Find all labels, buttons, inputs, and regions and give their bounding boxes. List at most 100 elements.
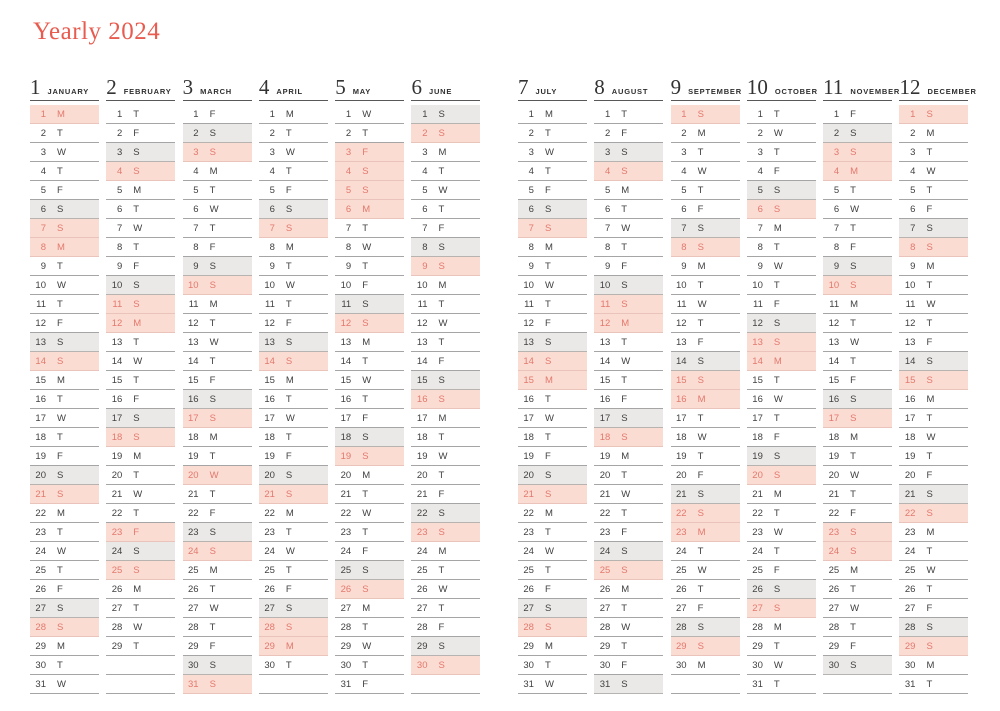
day-letter: T [697,279,704,291]
day-number: 29 [416,640,428,652]
day-number: 13 [188,336,199,348]
day-row: 18 M [823,428,893,447]
day-letter: T [621,374,628,386]
day-letter: S [57,336,64,348]
day-number: 19 [675,450,687,462]
day-number: 10 [416,279,428,291]
day-number: 6 [528,203,534,215]
day-number: 24 [188,545,199,557]
day-letter: M [438,412,447,424]
month-header: 1 JANUARY [30,75,99,101]
day-number: 5 [117,184,123,196]
day-number: 22 [188,507,199,519]
day-row: 14 T [823,352,893,371]
day-number: 6 [604,203,611,215]
day-row: 28 S [30,618,99,637]
day-number: 27 [35,602,46,614]
day-number: 29 [188,640,199,652]
day-letter: F [697,203,704,215]
day-letter: T [438,298,445,310]
day-number: 11 [417,298,428,310]
day-letter: T [438,564,445,576]
day-row: 13 S [30,333,99,352]
day-number: 10 [675,279,687,291]
day-row: 26 M [106,580,176,599]
day-letter: M [773,355,782,367]
day-number: 25 [675,564,687,576]
day-letter: M [926,393,935,405]
day-letter: T [57,659,63,671]
day-letter: T [773,678,780,690]
day-letter: S [209,146,216,158]
day-number: 13 [264,336,275,348]
day-letter: T [133,640,140,652]
day-number: 27 [264,602,275,614]
day-number: 4 [681,165,687,177]
day-number: 24 [416,545,428,557]
day-number: 17 [828,412,840,424]
day-row: 27 W [823,599,893,618]
day-number: 3 [528,146,534,158]
day-row: 20 S [746,466,816,485]
day-number: 4 [193,165,199,177]
day-number: 5 [269,184,275,196]
day-letter: M [621,450,630,462]
day-number: 15 [904,374,916,386]
day-number: 20 [675,469,687,481]
day-row: 14 W [106,352,176,371]
day-number: 5 [528,184,534,196]
day-letter: F [544,583,551,595]
day-letter: T [209,317,216,329]
day-row: 20 T [594,466,664,485]
day-row: 11 T [30,295,99,314]
day-number: 9 [40,260,46,272]
day-letter: M [773,222,782,234]
day-row: 21 S [517,485,587,504]
day-number: 17 [752,412,763,424]
day-number: 4 [117,165,123,177]
day-letter: T [621,203,628,215]
day-letter: S [285,488,293,500]
day-letter: M [133,583,142,595]
day-row: 25 M [823,561,893,580]
day-row: 15 M [30,371,99,390]
day-number: 18 [675,431,687,443]
day-row: 18 S [594,428,664,447]
day-row: 11 S [335,295,405,314]
day-number: 23 [416,526,428,538]
day-letter: T [438,431,445,443]
day-letter: S [285,203,293,215]
day-letter: F [362,545,368,557]
day-number: 4 [345,165,352,177]
day-letter: M [697,659,706,671]
day-number: 21 [599,488,611,500]
day-row: 26 W [411,580,481,599]
day-number: 14 [188,355,199,367]
day-row: 29 S [899,637,969,656]
day-letter: T [773,279,780,291]
day-row: 17 W [30,409,99,428]
day-number: 25 [111,564,123,576]
day-number: 19 [35,450,46,462]
day-letter: F [133,127,140,139]
empty-day-row [258,675,328,694]
day-number: 9 [269,260,275,272]
day-row: 22 S [411,504,481,523]
day-letter: W [773,393,783,405]
day-letter: F [133,260,140,272]
day-letter: W [362,108,372,120]
day-number: 24 [828,545,840,557]
day-number: 3 [604,146,611,158]
day-letter: W [850,336,860,348]
day-number: 27 [523,602,534,614]
day-letter: T [438,469,445,481]
day-letter: T [697,412,704,424]
